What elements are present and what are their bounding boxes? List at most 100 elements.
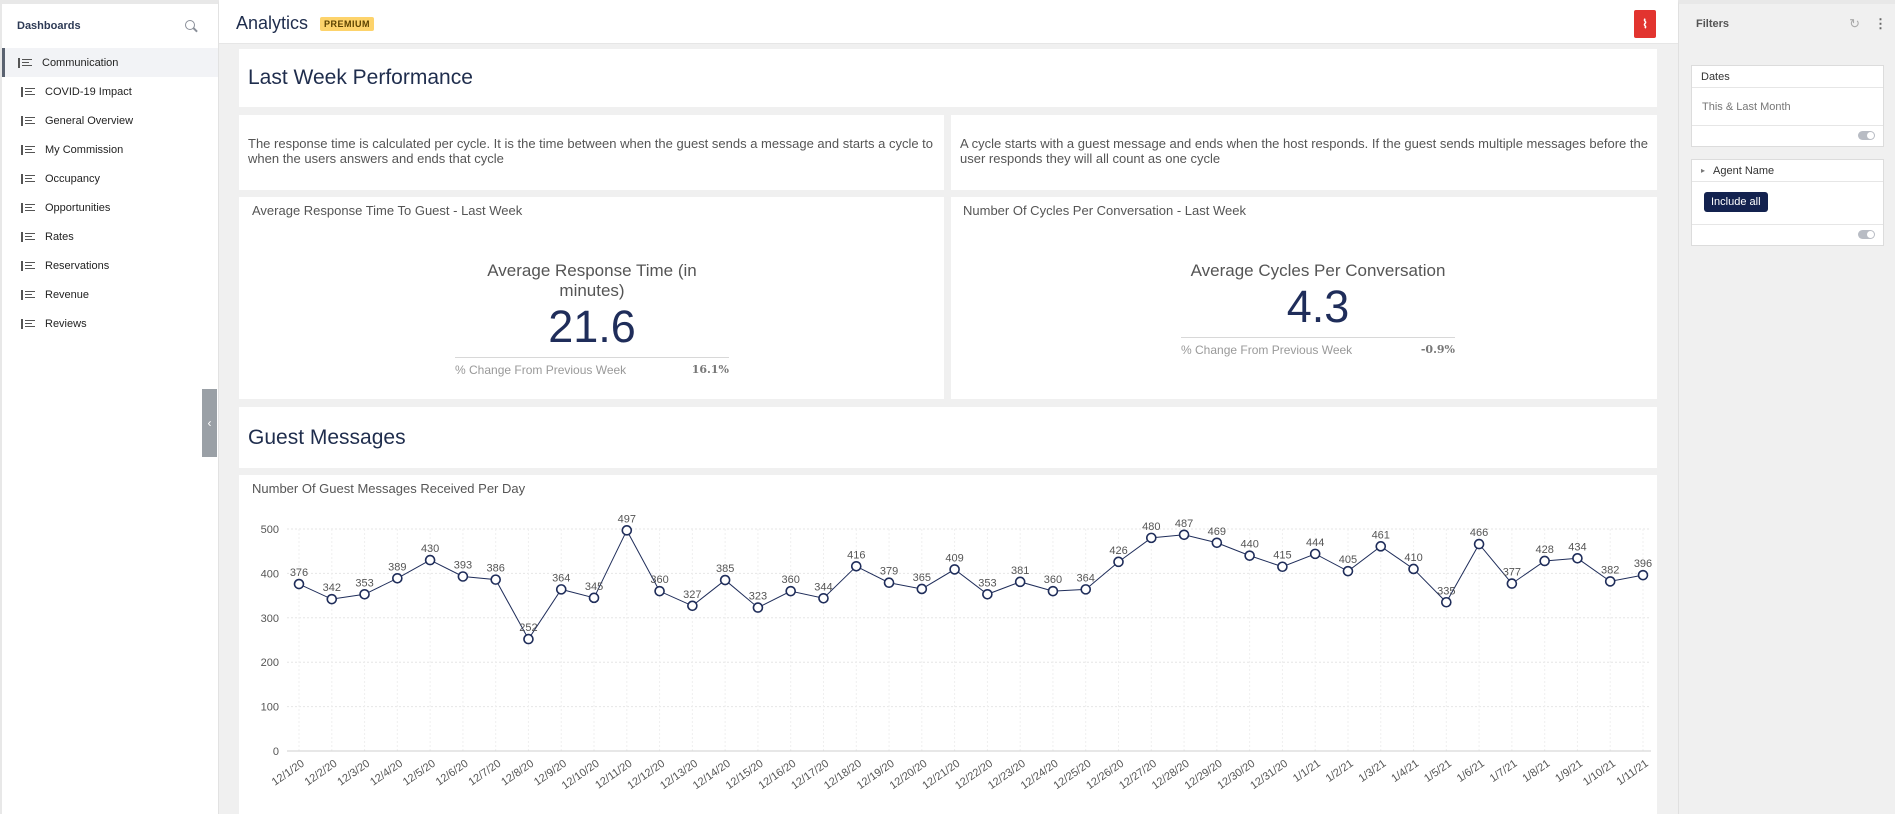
cycle-description: A cycle starts with a guest message and … [951, 115, 1657, 190]
data-point [1506, 578, 1518, 589]
data-label: 405 [1339, 554, 1357, 566]
x-tick-label: 12/3/20 [335, 758, 372, 789]
dates-filter-value[interactable]: This & Last Month [1692, 88, 1883, 126]
filters-title: Filters [1696, 18, 1730, 30]
data-label: 444 [1306, 537, 1324, 549]
dashboard-nav-list: Communication COVID-19 Impact General Over… [2, 48, 218, 338]
kpi-label: Average Response Time (in minutes) [487, 261, 697, 300]
data-point [818, 592, 829, 604]
data-point [1572, 553, 1583, 564]
data-point [916, 583, 928, 595]
data-point [1244, 550, 1255, 561]
data-point [392, 572, 403, 584]
data-point [687, 600, 698, 612]
sidebar-item-occupancy[interactable]: Occupancy [2, 164, 218, 193]
data-label: 365 [913, 572, 931, 584]
chart-title: Number Of Guest Messages Received Per Da… [252, 481, 526, 496]
dates-filter-label: Dates [1692, 66, 1883, 88]
cycles-kpi-card: Number Of Cycles Per Conversation - Last… [951, 197, 1657, 399]
data-label: 487 [1175, 518, 1193, 530]
collapse-sidebar-button[interactable]: ‹ [202, 389, 217, 457]
filters-header: Filters ↻ ⋮ [1679, 4, 1895, 44]
data-point [293, 578, 305, 590]
refresh-icon[interactable]: ↻ [1849, 16, 1860, 31]
y-tick-label: 200 [261, 657, 279, 669]
dates-filter-toggle[interactable] [1858, 131, 1875, 140]
data-label: 381 [1011, 565, 1029, 577]
agent-filter-toggle[interactable] [1858, 230, 1875, 239]
dashboard-list-icon [21, 260, 35, 271]
data-point [1277, 561, 1288, 573]
sidebar-item-reservations[interactable]: Reservations [2, 251, 218, 280]
sidebar-item-revenue[interactable]: Revenue [2, 280, 218, 309]
search-icon[interactable] [184, 19, 198, 33]
response-time-kpi-card: Average Response Time To Guest - Last We… [239, 197, 944, 399]
data-point [490, 574, 501, 585]
messages-section-title: Guest Messages [248, 425, 406, 449]
data-point [359, 588, 370, 600]
y-tick-label: 100 [261, 702, 279, 714]
data-point [982, 588, 993, 600]
dates-filter[interactable]: Dates This & Last Month [1691, 65, 1884, 147]
data-point [883, 577, 895, 589]
data-label: 409 [945, 552, 963, 564]
sidebar-item-communication[interactable]: Communication [2, 48, 218, 77]
y-tick-label: 500 [261, 524, 279, 536]
data-point [424, 554, 436, 566]
kpi-change-value: 16.1% [691, 363, 729, 376]
sidebar-item-covid-19-impact[interactable]: COVID-19 Impact [2, 77, 218, 106]
data-point [654, 585, 665, 597]
x-tick-label: 1/10/21 [1581, 758, 1618, 789]
caret-right-icon[interactable]: ▸ [1701, 166, 1706, 175]
x-tick-label: 12/1/20 [270, 758, 307, 789]
agent-name-filter[interactable]: ▸ Agent Name Include all [1691, 159, 1884, 246]
kpi-footer: % Change From Previous Week 16.1% [455, 357, 729, 377]
kpi-label: Average Cycles Per Conversation [1190, 261, 1446, 280]
data-label: 416 [847, 549, 865, 561]
guest-messages-line-chart: 010020030040050012/1/2012/2/2012/3/2012/… [261, 513, 1653, 792]
data-label: 353 [355, 577, 373, 589]
sidebar-item-my-commission[interactable]: My Commission [2, 135, 218, 164]
more-vertical-icon[interactable]: ⋮ [1874, 16, 1887, 31]
data-label: 364 [1077, 572, 1095, 584]
x-tick-label: 12/10/20 [560, 758, 602, 792]
data-label: 376 [290, 567, 308, 579]
data-label: 440 [1240, 539, 1258, 551]
data-point [1342, 565, 1354, 577]
premium-badge: PREMIUM [320, 16, 375, 31]
data-point [949, 564, 960, 575]
data-point [1113, 556, 1124, 568]
dashboard-list-icon [21, 144, 35, 155]
y-tick-label: 0 [273, 746, 279, 758]
data-label: 252 [519, 622, 537, 634]
x-tick-label: 1/3/21 [1357, 758, 1389, 785]
data-point [1441, 596, 1452, 608]
data-point [1375, 541, 1387, 552]
data-point [785, 585, 797, 597]
include-all-button[interactable]: Include all [1704, 192, 1768, 212]
x-tick-label: 1/5/21 [1422, 758, 1454, 785]
data-label: 327 [683, 589, 701, 601]
x-tick-label: 1/11/21 [1614, 758, 1650, 788]
data-point [719, 574, 731, 586]
data-point [1047, 585, 1059, 597]
agent-filter-body: Include all [1692, 182, 1883, 225]
sidebar-item-opportunities[interactable]: Opportunities [2, 193, 218, 222]
sidebar-header: Dashboards [2, 4, 218, 48]
data-point [1014, 576, 1026, 588]
x-tick-label: 1/4/21 [1389, 758, 1421, 785]
agent-filter-header[interactable]: ▸ Agent Name [1692, 160, 1883, 182]
sidebar-item-general-overview[interactable]: General Overview [2, 106, 218, 135]
sidebar-item-label: General Overview [45, 114, 134, 127]
sidebar-item-rates[interactable]: Rates [2, 222, 218, 251]
dashboard-list-icon [21, 115, 35, 126]
sidebar-item-label: Occupancy [45, 172, 101, 185]
pdf-export-icon[interactable]: ⌇ [1634, 10, 1656, 38]
data-label: 360 [782, 574, 800, 586]
agent-filter-label: Agent Name [1713, 164, 1775, 177]
data-label: 461 [1372, 529, 1390, 541]
dashboards-sidebar: Dashboards Communication COVID-19 Impact G… [0, 0, 219, 814]
data-label: 389 [388, 561, 406, 573]
sidebar-item-reviews[interactable]: Reviews [2, 309, 218, 338]
data-label: 385 [716, 563, 734, 575]
